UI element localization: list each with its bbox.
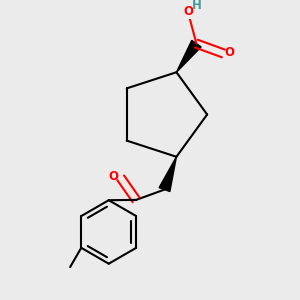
Polygon shape <box>159 157 176 191</box>
Polygon shape <box>176 40 201 72</box>
Text: O: O <box>184 5 194 18</box>
Text: O: O <box>224 46 234 59</box>
Text: H: H <box>191 0 201 12</box>
Text: O: O <box>109 170 119 183</box>
